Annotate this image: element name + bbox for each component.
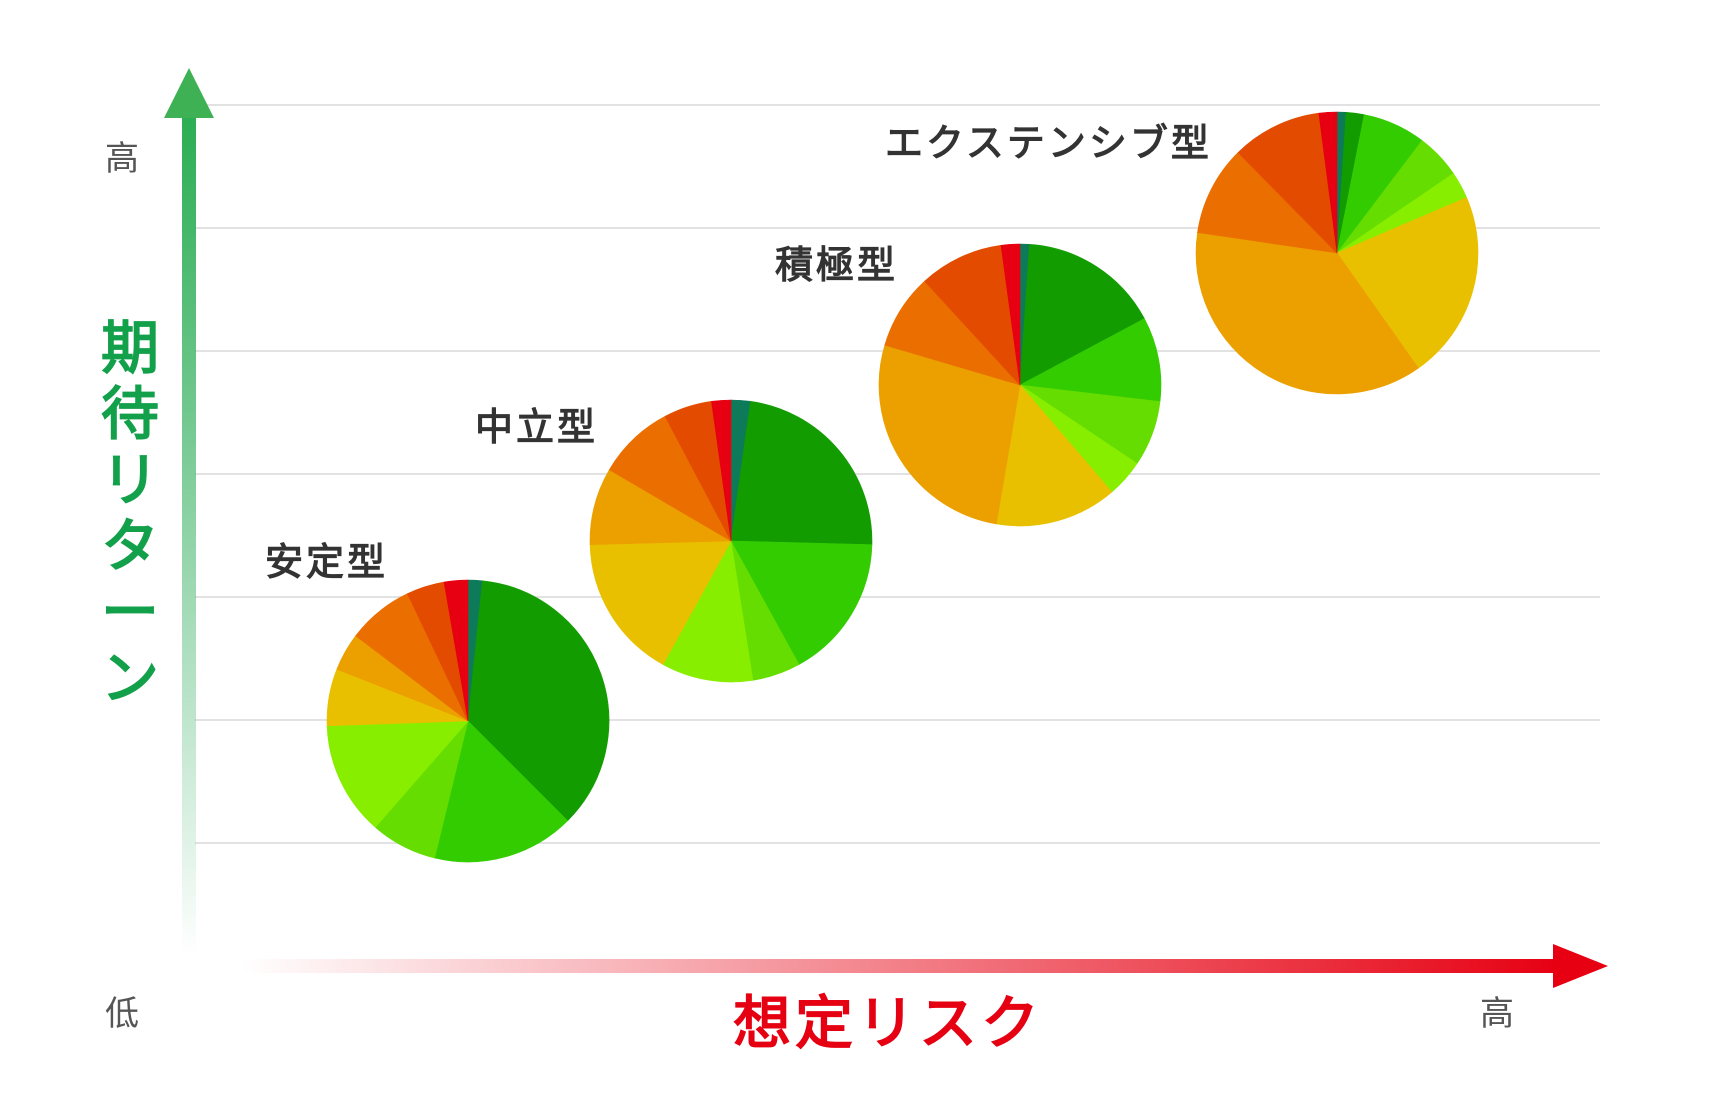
pies: 安定型 中立型 積極型 エクステンシブ型 <box>265 111 1479 863</box>
strategy-label: 安定型 <box>265 540 388 584</box>
y-axis-line <box>182 110 196 955</box>
pie-slice <box>467 580 610 822</box>
pie-1 <box>326 579 610 863</box>
x-axis-title: 想定リスク <box>733 989 1043 1057</box>
pie-slice <box>1336 197 1479 369</box>
pie-slice <box>730 540 873 665</box>
pie-slice <box>434 720 569 863</box>
pie-slice <box>1197 152 1338 254</box>
y-tick-high: 高 <box>105 139 139 179</box>
pie-slice <box>924 244 1021 386</box>
pie-4 <box>1195 111 1479 395</box>
y-axis-title: 期待リターン <box>101 314 159 712</box>
pie-slice <box>443 579 469 722</box>
x-tick-high: 高 <box>1480 994 1514 1034</box>
strategy-label: 中立型 <box>475 405 598 449</box>
x-axis-line <box>240 959 1560 973</box>
pie-slice <box>1237 112 1338 254</box>
x-axis-arrowhead <box>1553 944 1608 988</box>
strategy-label: エクステンシブ型 <box>885 121 1212 165</box>
pie-2 <box>589 399 873 683</box>
y-tick-low: 低 <box>105 994 139 1034</box>
pie-slice <box>326 720 469 828</box>
pie-slice <box>711 399 732 542</box>
pie-slice <box>1195 232 1419 395</box>
strategy-label: 積極型 <box>775 243 898 287</box>
pie-slice <box>1019 318 1162 402</box>
pie-slice <box>589 540 732 665</box>
pie-slice <box>995 384 1113 527</box>
pie-slice <box>1000 243 1021 386</box>
pie-slice <box>878 344 1021 525</box>
pie-slice <box>662 540 754 683</box>
pie-slice <box>730 401 873 545</box>
y-axis-arrowhead <box>164 68 214 118</box>
pie-slice <box>1318 111 1338 254</box>
pie-3 <box>878 243 1162 527</box>
pie-slice <box>1019 244 1145 386</box>
